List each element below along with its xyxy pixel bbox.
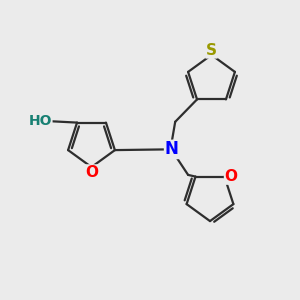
Text: O: O	[85, 165, 98, 180]
Text: N: N	[165, 140, 178, 158]
Text: HO: HO	[28, 114, 52, 128]
Text: S: S	[206, 43, 217, 58]
Text: O: O	[225, 169, 238, 184]
